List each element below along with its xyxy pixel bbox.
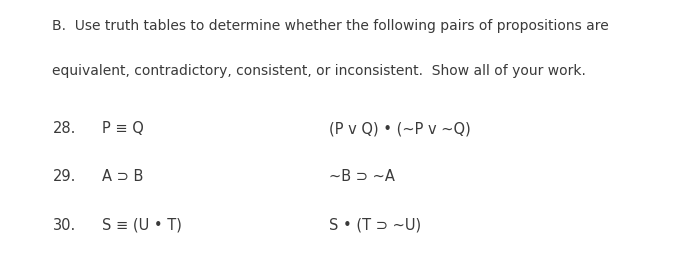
Text: 28.: 28.	[52, 121, 76, 136]
Text: S ≡ (U • T): S ≡ (U • T)	[102, 218, 181, 233]
Text: A ⊃ B: A ⊃ B	[102, 169, 143, 184]
Text: B.  Use truth tables to determine whether the following pairs of propositions ar: B. Use truth tables to determine whether…	[52, 19, 609, 33]
Text: ~B ⊃ ~A: ~B ⊃ ~A	[329, 169, 395, 184]
Text: 30.: 30.	[52, 218, 76, 233]
Text: equivalent, contradictory, consistent, or inconsistent.  Show all of your work.: equivalent, contradictory, consistent, o…	[52, 64, 587, 78]
Text: P ≡ Q: P ≡ Q	[102, 121, 144, 136]
Text: S • (T ⊃ ~U): S • (T ⊃ ~U)	[329, 218, 421, 233]
Text: (P v Q) • (~P v ~Q): (P v Q) • (~P v ~Q)	[329, 121, 470, 136]
Text: 29.: 29.	[52, 169, 76, 184]
